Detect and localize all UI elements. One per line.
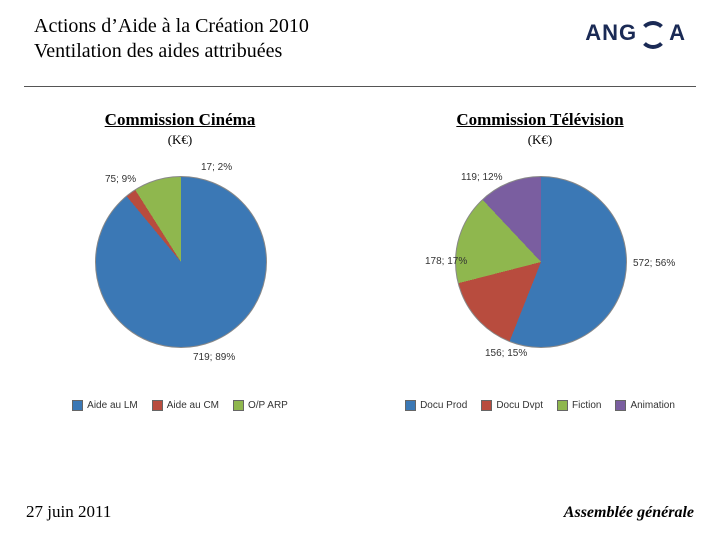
tv-callout-docu-dvpt: 156; 15% <box>485 348 527 359</box>
panel-cinema-title: Commission Cinéma <box>15 110 345 130</box>
legend-item: Aide au CM <box>152 400 219 411</box>
logo-text-right: A <box>669 20 686 46</box>
tv-callout-fiction: 178; 17% <box>425 256 467 267</box>
cinema-callout-lm: 719; 89% <box>193 352 235 363</box>
swatch-icon <box>72 400 83 411</box>
legend-item: Docu Prod <box>405 400 467 411</box>
legend-item: Animation <box>615 400 674 411</box>
header-rule <box>24 86 696 87</box>
logo-o-icon <box>639 21 667 49</box>
legend-label: Fiction <box>572 400 601 411</box>
tv-legend: Docu Prod Docu Dvpt Fiction Animation <box>375 400 705 411</box>
cinema-pie <box>95 176 267 348</box>
panel-cinema: Commission Cinéma (K€) 719; 89% 17; 2% 7… <box>15 110 345 411</box>
legend-label: O/P ARP <box>248 400 288 411</box>
legend-label: Aide au CM <box>167 400 219 411</box>
swatch-icon <box>481 400 492 411</box>
cinema-callout-cm: 17; 2% <box>201 162 232 173</box>
legend-item: Aide au LM <box>72 400 138 411</box>
cinema-callout-arp: 75; 9% <box>105 174 136 185</box>
charts-row: Commission Cinéma (K€) 719; 89% 17; 2% 7… <box>0 110 720 411</box>
panel-tv: Commission Télévision (K€) 572; 56% 156;… <box>375 110 705 411</box>
angoa-logo: ANG A <box>585 20 686 46</box>
panel-cinema-subtitle: (K€) <box>15 132 345 148</box>
tv-callout-animation: 119; 12% <box>461 172 503 183</box>
cinema-pie-chart: 719; 89% 17; 2% 75; 9% <box>65 156 295 386</box>
cinema-legend: Aide au LM Aide au CM O/P ARP <box>15 400 345 411</box>
tv-callout-docu-prod: 572; 56% <box>633 258 675 269</box>
legend-label: Animation <box>630 400 674 411</box>
panel-tv-subtitle: (K€) <box>375 132 705 148</box>
legend-item: Docu Dvpt <box>481 400 543 411</box>
legend-item: O/P ARP <box>233 400 288 411</box>
tv-pie <box>455 176 627 348</box>
footer-caption: Assemblée générale <box>564 504 694 522</box>
legend-item: Fiction <box>557 400 601 411</box>
swatch-icon <box>405 400 416 411</box>
legend-label: Aide au LM <box>87 400 138 411</box>
swatch-icon <box>615 400 626 411</box>
swatch-icon <box>557 400 568 411</box>
swatch-icon <box>233 400 244 411</box>
swatch-icon <box>152 400 163 411</box>
tv-pie-chart: 572; 56% 156; 15% 178; 17% 119; 12% <box>425 156 655 386</box>
logo-text-left: ANG <box>585 20 637 46</box>
footer-date: 27 juin 2011 <box>26 502 111 522</box>
legend-label: Docu Dvpt <box>496 400 543 411</box>
legend-label: Docu Prod <box>420 400 467 411</box>
panel-tv-title: Commission Télévision <box>375 110 705 130</box>
